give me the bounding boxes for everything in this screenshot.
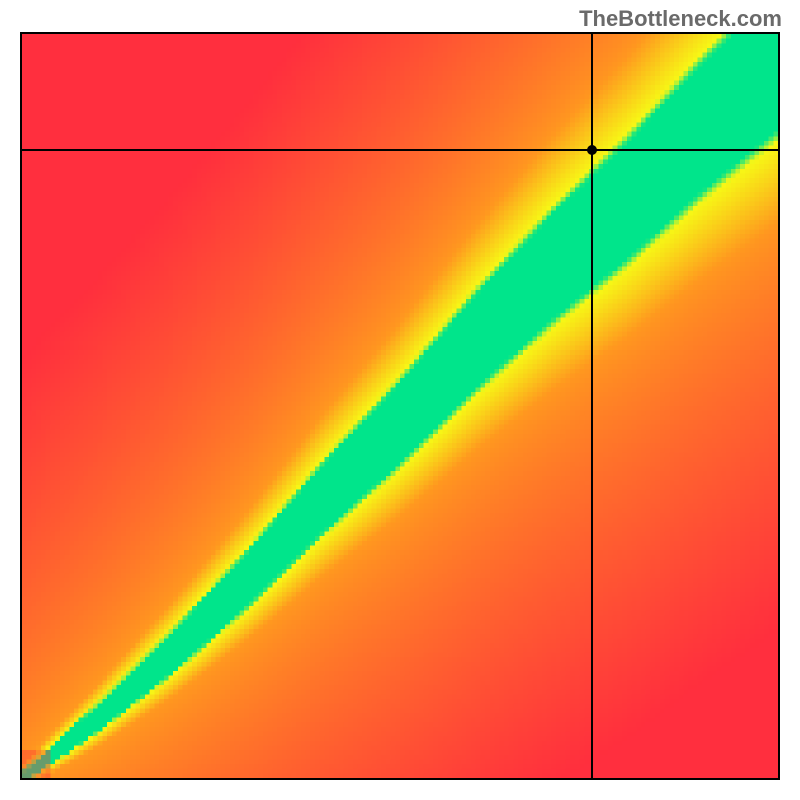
crosshair-marker: [587, 145, 597, 155]
plot-area: [20, 32, 780, 780]
crosshair-horizontal: [22, 149, 778, 151]
bottleneck-heatmap: [22, 34, 778, 778]
watermark-text: TheBottleneck.com: [579, 6, 782, 32]
